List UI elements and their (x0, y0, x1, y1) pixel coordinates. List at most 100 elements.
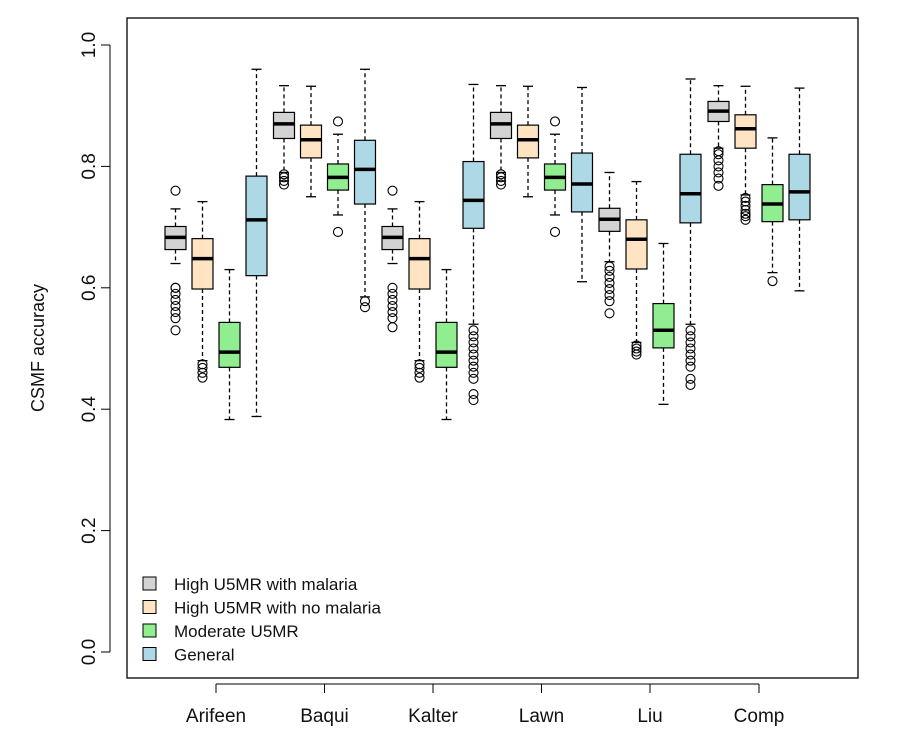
outlier-point (387, 300, 398, 312)
legend-label: Moderate U5MR (174, 622, 299, 641)
outlier-point (170, 294, 181, 305)
outlier-point (414, 372, 425, 383)
outlier-point (631, 340, 642, 351)
outlier-point (685, 361, 696, 372)
outlier-point (685, 373, 696, 384)
outlier-point (468, 361, 479, 372)
box-2-liu (625, 180, 648, 360)
x-tick-label: Comp (734, 706, 785, 727)
outlier-point (359, 296, 371, 307)
outlier-point (713, 149, 724, 160)
outlier-point (387, 322, 398, 333)
iqr-box (435, 321, 458, 368)
outlier-point (604, 265, 615, 276)
y-tick-label: 0.6 (79, 275, 100, 301)
x-tick-label: Arifeen (186, 706, 246, 727)
outlier-point (468, 349, 479, 360)
outlier-point (332, 226, 344, 238)
outlier-point (604, 283, 615, 295)
outlier-point (468, 343, 479, 354)
outlier-point (604, 290, 615, 301)
outlier-point (631, 346, 642, 357)
box-3-baqui (326, 116, 350, 238)
x-tick-label: Liu (637, 706, 662, 727)
iqr-box (353, 139, 377, 205)
legend-label: High U5MR with no malaria (174, 599, 381, 618)
outlier-point (468, 373, 479, 384)
outlier-point (387, 288, 398, 299)
outlier-point (170, 300, 181, 312)
box-4-lawn (570, 86, 594, 283)
iqr-box (516, 124, 540, 159)
outlier-point (495, 179, 507, 190)
outlier-point (713, 146, 724, 157)
y-tick-label: 0.8 (79, 153, 100, 179)
outlier-point (685, 331, 696, 342)
box-1-arifeen (164, 185, 187, 336)
outlier-point (604, 277, 615, 288)
box-1-baqui (272, 85, 296, 190)
outlier-point (387, 294, 398, 305)
box-3-kalter (435, 268, 458, 421)
legend-swatch (142, 576, 157, 591)
outlier-point (387, 282, 398, 293)
box-3-comp (761, 137, 784, 287)
box-1-liu (598, 171, 621, 319)
iqr-box (652, 302, 675, 349)
outlier-point (387, 307, 398, 318)
box-1-lawn (489, 85, 513, 190)
iqr-box (462, 160, 485, 229)
y-tick-label: 0.2 (79, 517, 100, 543)
y-tick-label: 1.0 (79, 32, 100, 58)
x-tick-label: Lawn (519, 706, 564, 727)
iqr-box (679, 153, 702, 224)
plot-frame (126, 17, 859, 679)
legend: High U5MR with malaria High U5MR with no … (142, 575, 381, 665)
box-1-comp (707, 85, 730, 191)
outlier-point (170, 313, 181, 324)
box-2-baqui (299, 85, 323, 198)
outlier-point (713, 161, 724, 172)
outlier-point (767, 276, 778, 287)
outlier-point (170, 325, 181, 336)
box-4-liu (679, 78, 702, 390)
outlier-point (332, 116, 344, 127)
outlier-point (468, 388, 479, 400)
outlier-point (740, 211, 751, 222)
outlier-point (414, 362, 425, 373)
outlier-point (278, 179, 290, 190)
outlier-point (631, 343, 642, 354)
iqr-box (625, 219, 648, 270)
outlier-point (387, 313, 398, 324)
outlier-point (685, 349, 696, 360)
outlier-point (278, 175, 290, 187)
box-2-lawn (516, 85, 540, 198)
outlier-point (170, 288, 181, 299)
outlier-point (604, 308, 615, 319)
boxes (164, 68, 811, 421)
y-axis-label: CSMF accuracy (28, 284, 48, 412)
outlier-point (549, 116, 561, 127)
outlier-point (713, 173, 724, 184)
outlier-point (713, 180, 724, 191)
box-4-baqui (353, 68, 377, 313)
outlier-point (387, 185, 398, 196)
outlier-point (549, 226, 561, 238)
legend-swatch (142, 600, 157, 614)
iqr-box (299, 124, 323, 159)
outlier-point (278, 169, 290, 180)
outlier-point (495, 175, 507, 187)
outlier-point (740, 208, 751, 219)
legend-swatch (142, 623, 157, 638)
outlier-point (359, 302, 371, 313)
outlier-point (604, 271, 615, 282)
y-ticks: 0.0 0.2 0.4 0.6 0.8 1.0 (79, 32, 110, 665)
outlier-point (278, 172, 290, 183)
outlier-point (740, 192, 751, 204)
outlier-point (170, 307, 181, 318)
outlier-point (495, 169, 507, 180)
box-3-lawn (543, 116, 567, 238)
outlier-point (197, 359, 208, 370)
outlier-point (170, 185, 181, 196)
